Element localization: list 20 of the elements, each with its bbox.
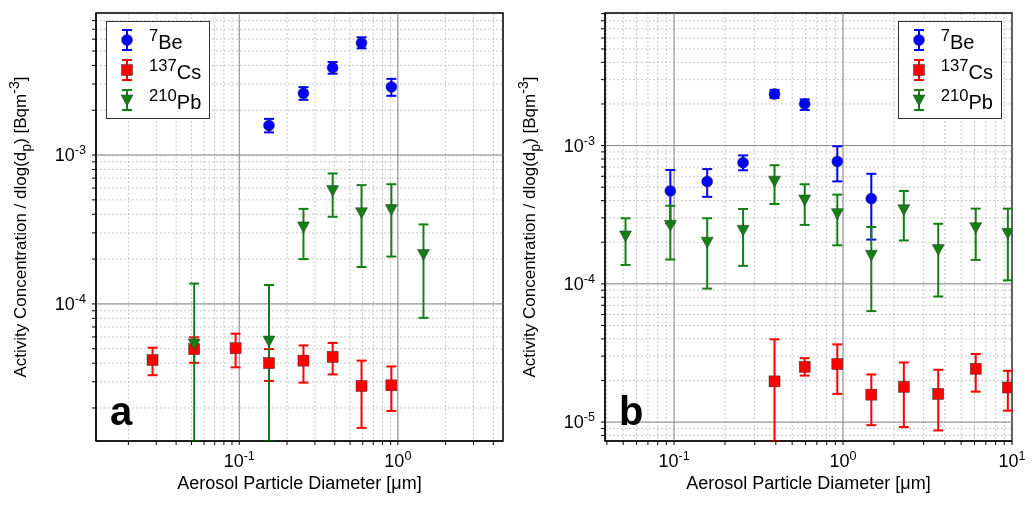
y-tick-label: 10$^{-4}$ [563,271,595,294]
y-tick-label: 10$^{-3}$ [54,143,86,166]
legend-label: $^{137}$Cs [149,56,202,84]
y-tick-label: 10$^{-5}$ [563,410,595,433]
x-tick-label: 10$^{-1}$ [658,449,690,471]
x-axis-title: Aerosol Particle Diameter [μm] [176,473,423,494]
x-tick-label: 10$^{1}$ [998,449,1026,471]
x-tick-label: 10$^{-1}$ [223,449,255,471]
x-axis-title: Aerosol Particle Diameter [μm] [685,473,932,494]
y-tick-label: 10$^{-4}$ [54,291,86,314]
y-tick-label: 10$^{-3}$ [563,133,595,156]
x-tick-label: 10$^{0}$ [384,449,412,471]
x-tick-label: 10$^{0}$ [829,449,857,471]
legend-label: $^{137}$Cs [940,56,993,84]
legend-label: $^{210}$Pb [940,86,993,114]
legend-label: $^{210}$Pb [149,86,202,114]
annotation: a [110,389,133,434]
legend-label: $^{7}$Be [940,26,975,54]
legend-label: $^{7}$Be [149,26,183,54]
annotation: b [619,389,644,434]
